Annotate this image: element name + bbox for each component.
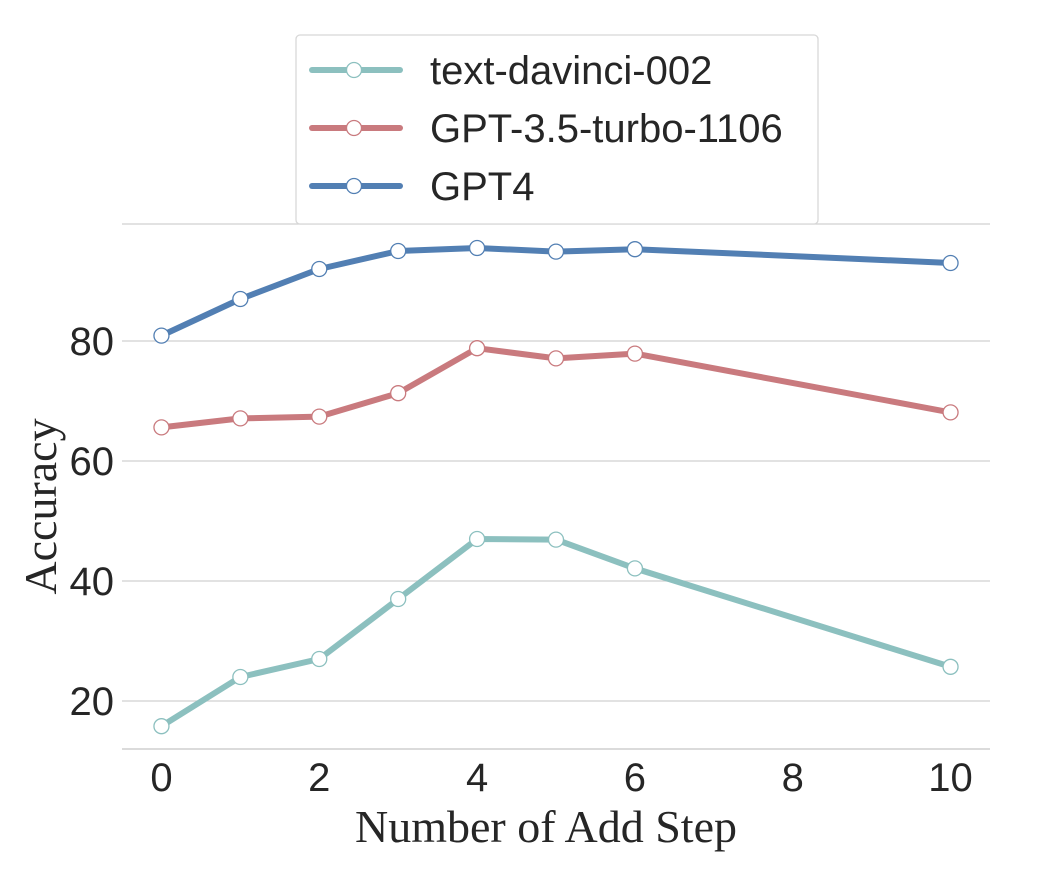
data-point xyxy=(390,385,407,402)
data-point xyxy=(153,419,170,436)
x-tick-label: 8 xyxy=(782,756,804,800)
tick-labels: 20 40 60 80 0 2 4 6 8 10 xyxy=(70,320,973,800)
data-point xyxy=(153,327,170,344)
y-tick-label: 60 xyxy=(70,440,115,484)
data-point xyxy=(153,718,170,735)
series-2 xyxy=(153,239,959,344)
data-point xyxy=(390,242,407,260)
series-line xyxy=(158,245,954,339)
data-point xyxy=(626,241,644,258)
series-lines xyxy=(153,239,959,735)
legend-swatch-marker xyxy=(345,119,363,137)
series-1 xyxy=(153,340,959,436)
series-0 xyxy=(153,530,959,735)
y-axis-label: Accuracy xyxy=(15,418,66,594)
y-tick-label: 40 xyxy=(70,560,115,604)
x-tick-label: 2 xyxy=(308,756,330,800)
data-point xyxy=(311,408,328,425)
x-tick-label: 0 xyxy=(150,756,172,800)
data-point xyxy=(626,560,644,577)
x-tick-label: 6 xyxy=(624,756,646,800)
legend-swatch-marker xyxy=(345,61,363,79)
data-point xyxy=(942,404,959,421)
x-axis-label: Number of Add Step xyxy=(355,801,737,852)
series-line xyxy=(158,536,954,730)
data-point xyxy=(468,239,486,257)
legend-label: text-davinci-002 xyxy=(430,49,712,93)
x-tick-label: 4 xyxy=(466,756,488,800)
data-point xyxy=(311,260,328,278)
data-point xyxy=(468,340,486,357)
y-tick-label: 20 xyxy=(70,680,115,724)
legend-item: GPT4 xyxy=(309,165,534,209)
data-point xyxy=(547,243,565,260)
legend-box xyxy=(295,34,819,225)
data-point xyxy=(468,530,486,548)
legend-item: text-davinci-002 xyxy=(309,49,712,93)
y-tick-label: 80 xyxy=(70,320,115,364)
data-point xyxy=(311,650,328,668)
data-point xyxy=(232,290,249,308)
data-point xyxy=(942,254,959,272)
data-point xyxy=(232,668,249,686)
legend-item: GPT-3.5-turbo-1106 xyxy=(309,107,783,151)
data-point xyxy=(232,410,249,427)
data-point xyxy=(942,658,959,675)
legend-label: GPT4 xyxy=(430,165,534,209)
data-point xyxy=(390,590,407,608)
x-tick-label: 10 xyxy=(928,756,973,800)
series-line xyxy=(158,345,954,431)
data-point xyxy=(626,345,644,362)
legend-label: GPT-3.5-turbo-1106 xyxy=(430,107,783,151)
data-point xyxy=(547,350,565,367)
legend: text-davinci-002 GPT-3.5-turbo-1106 GPT4 xyxy=(295,34,819,225)
data-point xyxy=(547,531,565,548)
legend-swatch-marker xyxy=(345,177,363,195)
